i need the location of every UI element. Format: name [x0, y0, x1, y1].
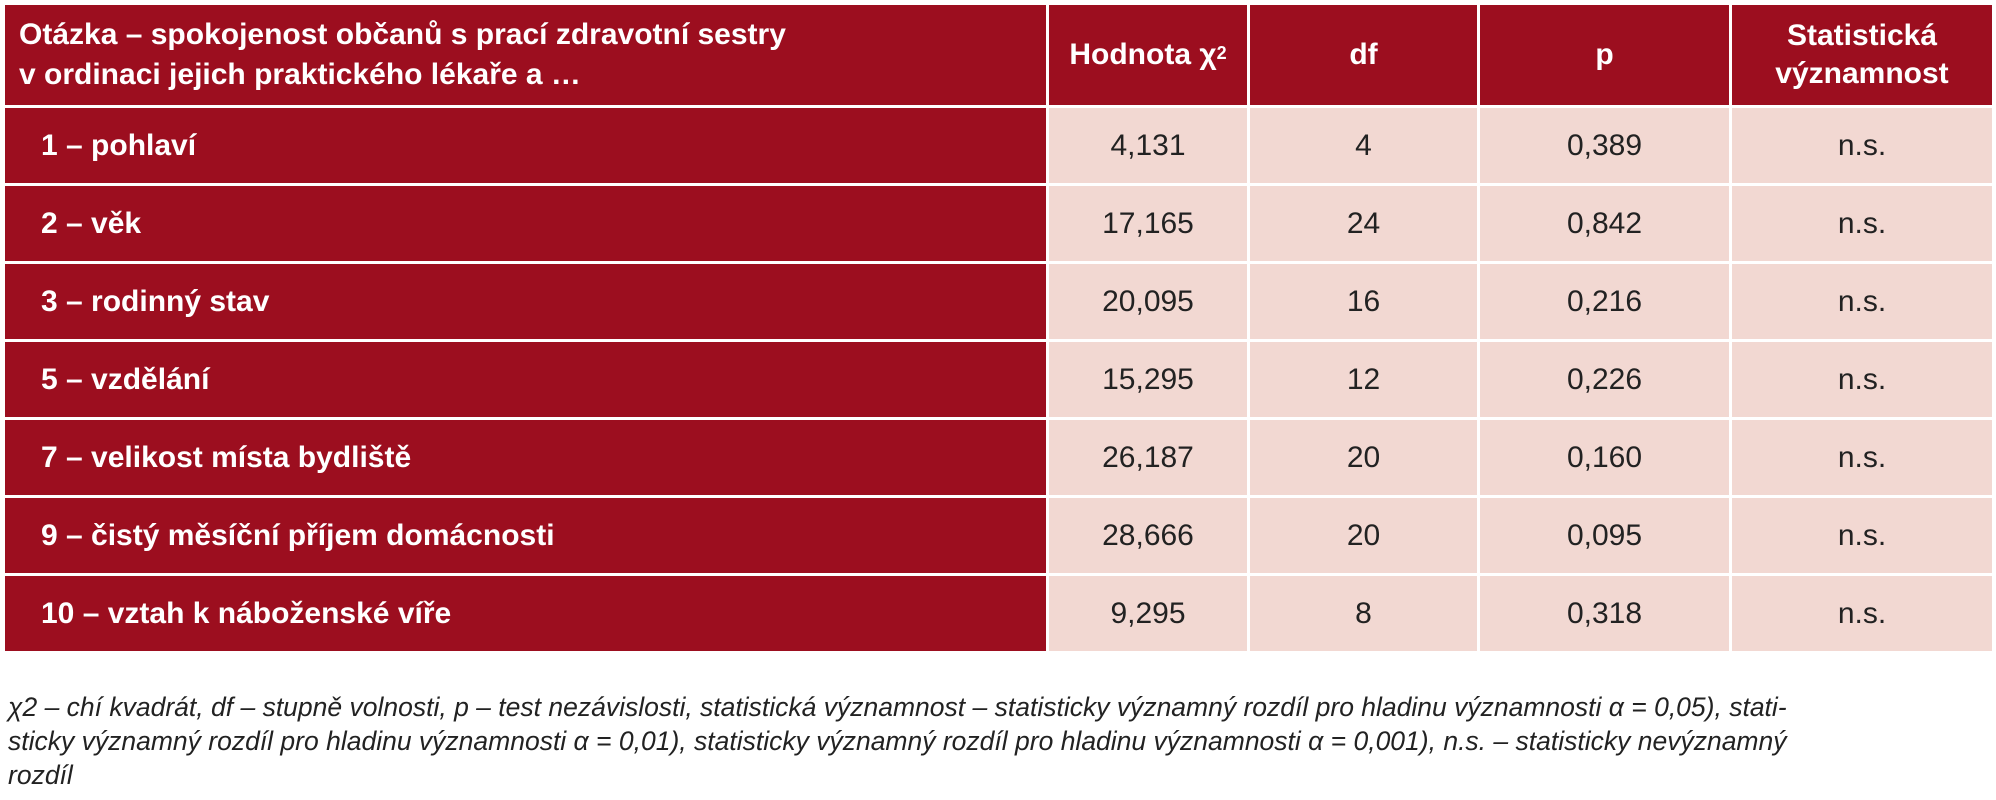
significance-value: n.s. [1729, 495, 1995, 576]
table-footnote: χ2 – chí kvadrát, df – stupně volnosti, … [8, 690, 1988, 792]
question-column-header: Otázka – spokojenost občanů s prací zdra… [2, 2, 1049, 108]
question-header-line-1: Otázka – spokojenost občanů s prací zdra… [19, 18, 786, 51]
footnote-line-3: rozdíl [8, 760, 73, 790]
chi-square-value: 28,666 [1046, 495, 1250, 576]
table-row: 3 – rodinný stav 20,095 16 0,216 n.s. [2, 261, 1995, 342]
df-value: 16 [1247, 261, 1480, 342]
chi-square-column-header: Hodnota χ2 [1046, 2, 1250, 108]
chi-square-value: 17,165 [1046, 183, 1250, 264]
chi-square-value: 20,095 [1046, 261, 1250, 342]
df-value: 12 [1247, 339, 1480, 420]
chi-square-superscript: 2 [1216, 43, 1227, 63]
row-label: 3 – rodinný stav [2, 261, 1049, 342]
p-value: 0,160 [1477, 417, 1732, 498]
row-label: 5 – vzdělání [2, 339, 1049, 420]
row-label: 9 – čistý měsíční příjem domácnosti [2, 495, 1049, 576]
chi-square-value: 4,131 [1046, 105, 1250, 186]
table-row: 9 – čistý měsíční příjem domácnosti 28,6… [2, 495, 1995, 576]
table-row: 1 – pohlaví 4,131 4 0,389 n.s. [2, 105, 1995, 186]
table-row: 2 – věk 17,165 24 0,842 n.s. [2, 183, 1995, 264]
p-value: 0,216 [1477, 261, 1732, 342]
p-value: 0,842 [1477, 183, 1732, 264]
table-row: 7 – velikost místa bydliště 26,187 20 0,… [2, 417, 1995, 498]
chi-square-value: 9,295 [1046, 573, 1250, 654]
df-value: 8 [1247, 573, 1480, 654]
row-label: 10 – vztah k náboženské víře [2, 573, 1049, 654]
table-row: 5 – vzdělání 15,295 12 0,226 n.s. [2, 339, 1995, 420]
significance-header-line-2: významnost [1775, 57, 1949, 90]
chi-square-value: 26,187 [1046, 417, 1250, 498]
footnote-line-2: sticky významný rozdíl pro hladinu význa… [8, 726, 1787, 756]
row-label: 2 – věk [2, 183, 1049, 264]
question-header-line-2: v ordinaci jejich praktického lékaře a … [19, 58, 581, 91]
significance-value: n.s. [1729, 573, 1995, 654]
p-value: 0,095 [1477, 495, 1732, 576]
table-row: 10 – vztah k náboženské víře 9,295 8 0,3… [2, 573, 1995, 654]
chi-square-value: 15,295 [1046, 339, 1250, 420]
df-column-header: df [1247, 2, 1480, 108]
p-value: 0,389 [1477, 105, 1732, 186]
significance-value: n.s. [1729, 105, 1995, 186]
significance-value: n.s. [1729, 183, 1995, 264]
p-value: 0,226 [1477, 339, 1732, 420]
significance-column-header: Statistická významnost [1729, 2, 1995, 108]
table-header-row: Otázka – spokojenost občanů s prací zdra… [2, 2, 1995, 108]
row-label: 7 – velikost místa bydliště [2, 417, 1049, 498]
footnote-line-1: χ2 – chí kvadrát, df – stupně volnosti, … [8, 692, 1787, 722]
chi-square-results-table: Otázka – spokojenost občanů s prací zdra… [2, 2, 1995, 654]
p-column-header: p [1477, 2, 1732, 108]
chi-square-header-label: Hodnota χ [1069, 38, 1217, 71]
significance-value: n.s. [1729, 261, 1995, 342]
df-value: 20 [1247, 495, 1480, 576]
df-value: 24 [1247, 183, 1480, 264]
df-value: 20 [1247, 417, 1480, 498]
row-label: 1 – pohlaví [2, 105, 1049, 186]
significance-header-line-1: Statistická [1786, 19, 1938, 52]
p-value: 0,318 [1477, 573, 1732, 654]
significance-value: n.s. [1729, 417, 1995, 498]
results-table-wrapper: Otázka – spokojenost občanů s prací zdra… [2, 2, 1995, 654]
significance-value: n.s. [1729, 339, 1995, 420]
df-value: 4 [1247, 105, 1480, 186]
